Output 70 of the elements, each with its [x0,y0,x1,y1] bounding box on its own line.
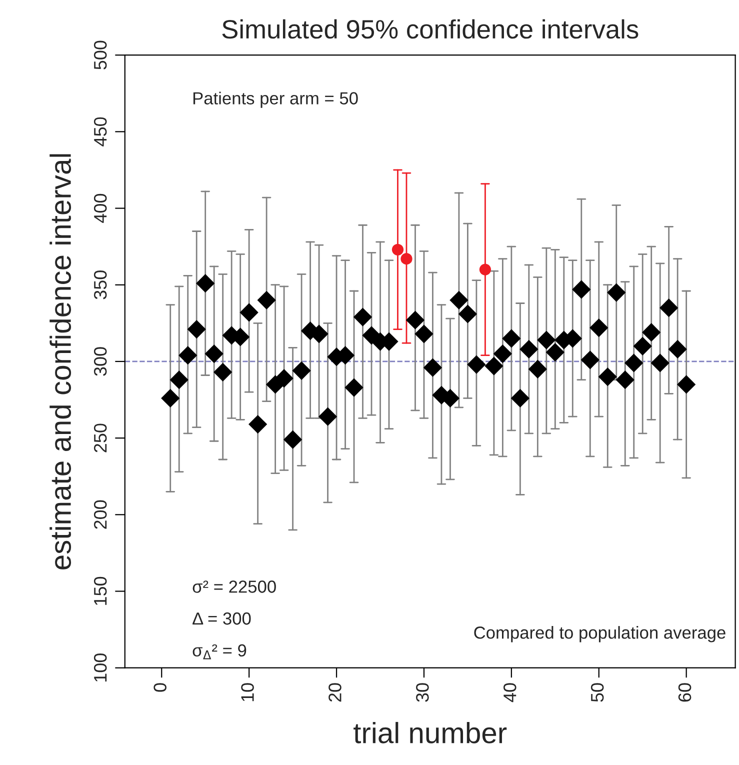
x-tick-label: 0 [154,683,166,692]
point [257,290,276,310]
annotation: Patients per arm = 50 [193,92,358,108]
point [392,244,404,256]
point [318,407,338,426]
x-tick-label: 30 [416,683,429,702]
point [572,280,591,299]
point [650,354,670,372]
annotation: Compared to population average [474,626,726,642]
point [668,340,687,359]
x-tick-label: 10 [241,683,254,702]
point [502,329,521,348]
y-tick-label: 350 [94,270,107,300]
point [624,354,644,372]
point [590,318,608,338]
point [580,350,600,370]
point [528,360,547,378]
point [292,361,311,380]
annotation: σ$_{Δ}$² = 9 [192,644,246,660]
y-tick-label: 150 [94,576,107,605]
point [616,370,634,390]
point [642,323,661,342]
x-tick-label: 20 [328,683,342,702]
point [400,253,412,265]
y-tick-label: 400 [94,194,107,223]
y-tick-label: 450 [94,117,107,146]
y-tick-label: 200 [94,500,107,529]
point [240,303,258,322]
x-axis-title: trial number [354,722,507,744]
point [406,310,425,330]
point [274,368,294,388]
point [344,378,364,397]
point [196,274,215,293]
point [493,344,512,364]
point [607,283,626,302]
point [204,344,224,364]
point [510,388,530,408]
annotation: Δ = 300 [192,612,251,625]
x-tick-label: 40 [503,683,516,702]
point [170,370,188,390]
point [484,356,504,376]
chart-title: Simulated 95% confidence intervals [222,19,638,39]
x-tick-label: 50 [590,683,604,702]
point [161,388,180,408]
point [546,342,564,362]
point [479,264,492,276]
y-axis-title: estimate and confidence interval [50,154,72,570]
point [633,336,652,356]
y-tick-label: 300 [94,347,107,376]
point [283,430,302,449]
point [423,358,442,377]
x-tick-label: 60 [678,683,692,702]
point [214,362,232,382]
y-tick-label: 100 [94,653,107,682]
point [450,290,468,310]
point [178,346,198,365]
point [677,375,696,394]
annotation: σ² = 22500 [192,580,276,593]
point [537,330,556,350]
y-tick-label: 500 [94,40,107,70]
point [520,340,538,359]
point [353,308,372,326]
point [660,298,678,318]
point [414,324,434,344]
point [248,414,268,434]
point [458,304,478,324]
point [598,367,617,386]
y-tick-label: 250 [94,424,107,452]
point [187,320,206,339]
point [467,355,486,374]
